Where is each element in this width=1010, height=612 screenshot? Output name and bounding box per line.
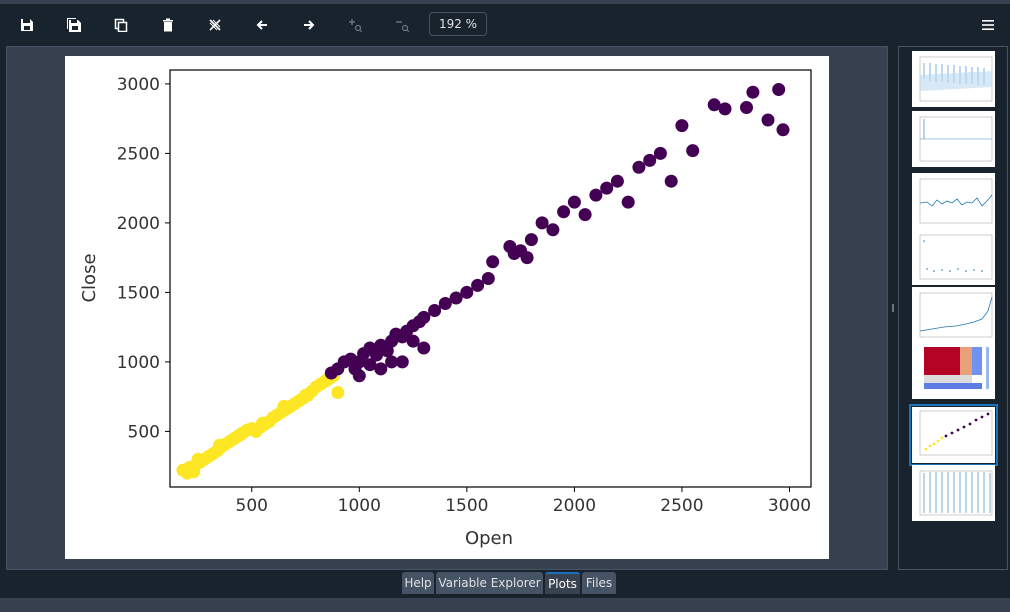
scatter-point	[460, 285, 474, 299]
plots-toolbar: 192 %	[0, 4, 1010, 44]
x-tick-label: 3000	[768, 496, 811, 516]
x-tick-label: 1000	[338, 496, 381, 516]
save-all-icon[interactable]	[61, 12, 87, 38]
y-tick-label: 500	[128, 422, 160, 442]
splitter-grip-icon	[892, 304, 894, 312]
save-icon[interactable]	[14, 12, 40, 38]
scatter-point	[520, 251, 534, 265]
scatter-point	[428, 304, 442, 317]
tab-help[interactable]: Help	[402, 572, 434, 594]
scatter-point	[449, 291, 463, 305]
panel-splitter[interactable]	[888, 46, 898, 570]
scatter-point	[535, 216, 549, 230]
scatter-point	[234, 427, 248, 441]
y-tick-label: 3000	[117, 75, 160, 95]
scatter-point	[761, 113, 775, 127]
thumbnail-open-close-scatter[interactable]	[909, 404, 998, 466]
tab-files[interactable]: Files	[582, 572, 616, 594]
x-axis-label: Open	[465, 528, 513, 549]
thumbnail-partial-autocorrelation[interactable]	[912, 111, 995, 167]
scatter-point	[567, 195, 581, 209]
scatter-point	[524, 233, 538, 247]
scatter-point	[352, 369, 366, 383]
scatter-point	[191, 452, 205, 466]
scatter-point	[776, 123, 790, 137]
thumbnails-panel[interactable]	[898, 46, 1008, 570]
x-tick-label: 2000	[553, 496, 596, 516]
scatter-point	[643, 153, 657, 167]
scatter-point	[256, 416, 269, 430]
x-tick-label: 2500	[660, 496, 703, 516]
scatter-point	[653, 146, 667, 160]
scatter-point	[610, 174, 624, 188]
plot-frame	[169, 69, 812, 488]
scatter-point	[632, 160, 646, 174]
pane-tabbar: Help Variable Explorer Plots Files	[0, 572, 1010, 596]
tab-plots[interactable]: Plots	[545, 572, 580, 594]
scatter-point	[471, 278, 485, 292]
scatter-point	[589, 188, 603, 202]
scatter-chart: 500 1000 1500 2000 2500 3000 500 1000 1500 2000 2…	[79, 69, 812, 549]
scatter-point	[385, 355, 399, 369]
thumbnail-stem-plot[interactable]	[912, 465, 995, 521]
x-tick-label: 500	[236, 496, 268, 516]
scatter-point	[370, 348, 383, 362]
arrow-right-icon[interactable]	[296, 12, 322, 38]
scatter-point	[299, 388, 312, 402]
arrow-left-icon[interactable]	[249, 12, 275, 38]
scatter-point	[718, 102, 732, 116]
thumbnail-scatter-small[interactable]	[912, 229, 995, 285]
trash-icon[interactable]	[155, 12, 181, 38]
scatter-point	[578, 208, 592, 222]
y-tick-label: 1500	[117, 283, 160, 303]
scatter-point	[600, 181, 614, 195]
x-tick-label: 1500	[445, 496, 488, 516]
scatter-point	[740, 101, 753, 114]
tab-variable-explorer[interactable]: Variable Explorer	[436, 572, 543, 594]
scatter-point	[621, 195, 635, 209]
scatter-point	[707, 98, 721, 112]
scatter-point	[772, 83, 786, 96]
scatter-point	[746, 85, 760, 99]
scatter-point	[557, 205, 571, 219]
y-axis-label: Close	[79, 253, 100, 302]
scatter-point	[417, 310, 431, 324]
y-tick-label: 2500	[117, 144, 160, 164]
scatter-point	[486, 255, 500, 269]
copy-icon[interactable]	[108, 12, 134, 38]
scatter-point	[277, 399, 291, 413]
scatter-point	[675, 119, 689, 133]
scatter-point	[481, 272, 495, 285]
zoom-out-icon[interactable]	[389, 12, 415, 38]
scatter-point	[331, 386, 345, 399]
thumbnail-price-line[interactable]	[912, 287, 995, 343]
y-tick-label: 1000	[117, 353, 160, 373]
hamburger-menu-icon[interactable]	[975, 12, 1001, 38]
thumbnail-correlation-heatmap[interactable]	[912, 343, 995, 399]
scatter-point	[380, 344, 394, 358]
scatter-point	[546, 223, 560, 237]
scatter-point	[395, 355, 409, 369]
scatter-point	[406, 334, 420, 348]
scatter-point	[438, 297, 452, 310]
scatter-point	[664, 174, 678, 188]
status-strip	[0, 598, 1010, 612]
zoom-in-icon[interactable]	[342, 12, 368, 38]
scatter-point	[686, 144, 700, 158]
thumbnail-autocorrelation[interactable]	[912, 51, 995, 107]
status-divider	[0, 596, 1010, 598]
remove-all-icon[interactable]	[202, 12, 228, 38]
scatter-point	[363, 358, 377, 372]
scatter-point	[374, 362, 388, 376]
scatter-point	[213, 438, 226, 452]
y-tick-label: 2000	[117, 214, 160, 234]
top-strip	[0, 0, 1010, 4]
scatter-point	[417, 341, 431, 355]
thumbnail-residuals-line[interactable]	[912, 173, 995, 229]
plot-figure[interactable]: 500 1000 1500 2000 2500 3000 500 1000 1500 2000 2…	[65, 56, 829, 559]
zoom-level-field[interactable]: 192 %	[429, 12, 487, 36]
